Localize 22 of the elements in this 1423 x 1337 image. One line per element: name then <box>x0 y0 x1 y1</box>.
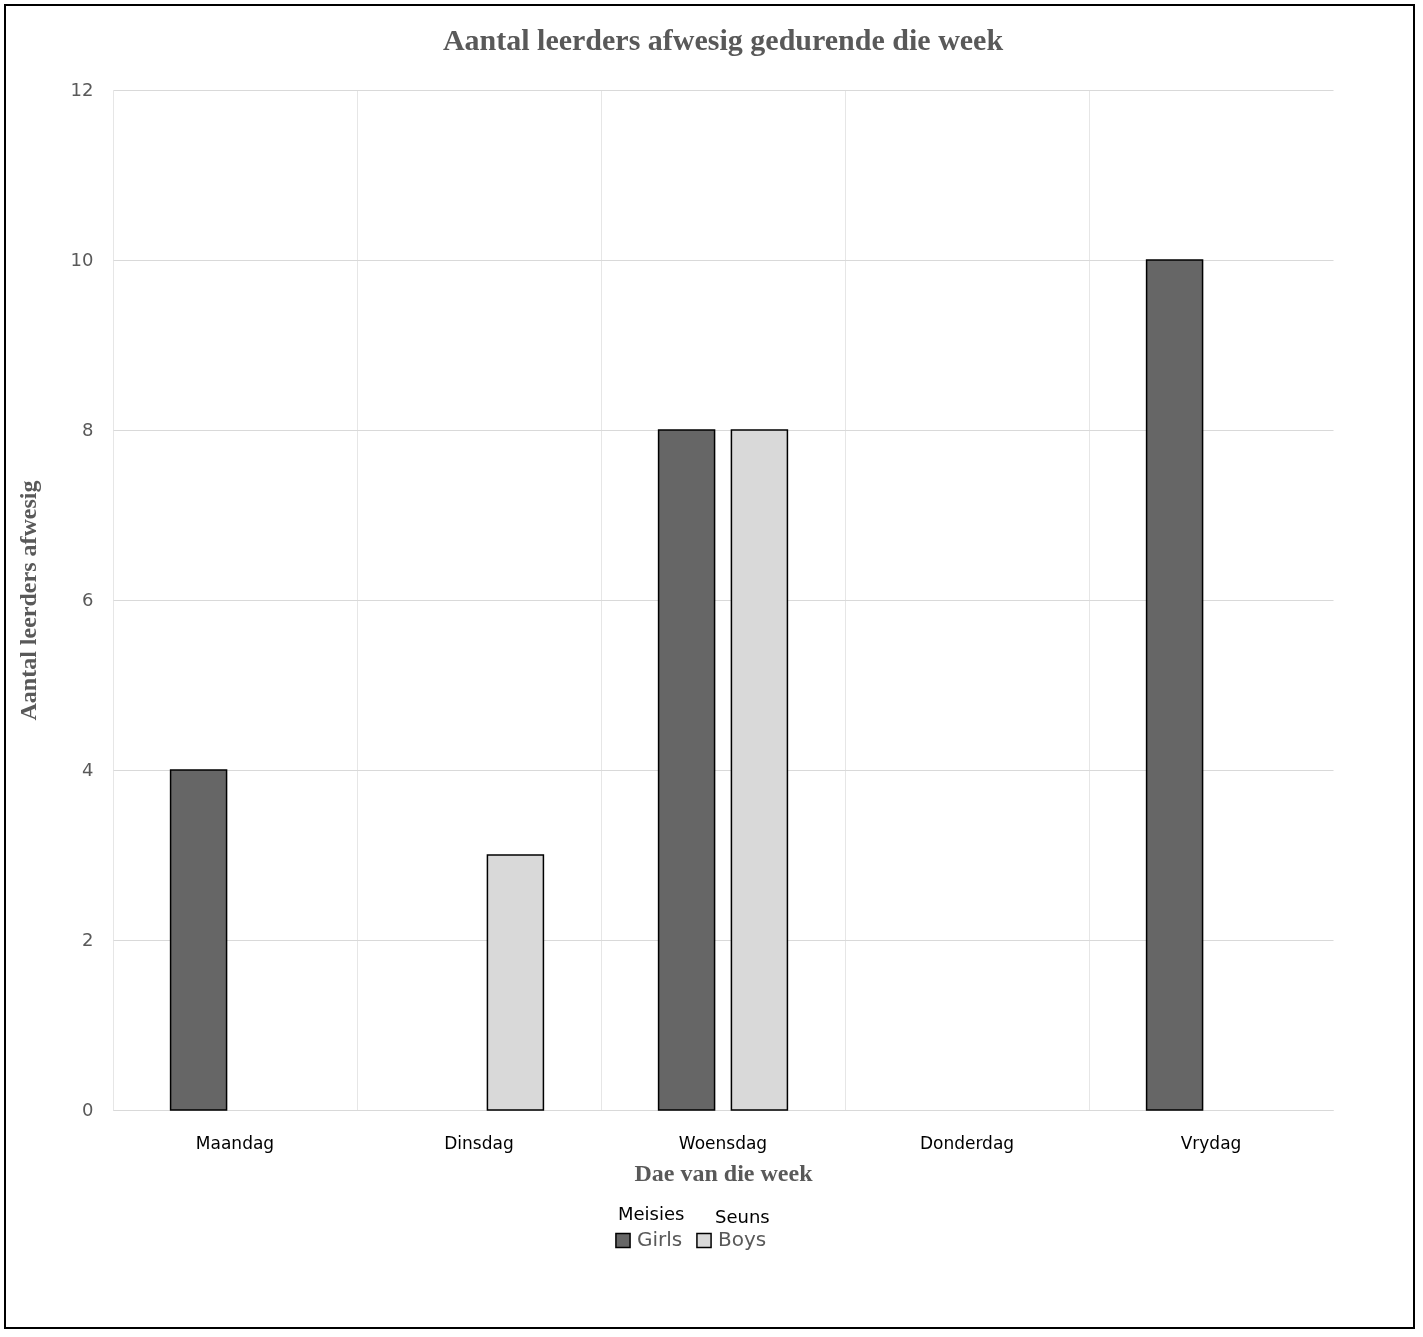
bar <box>169 769 228 1111</box>
chart-title: Aantal leerders afwesig gedurende die week <box>442 23 1004 56</box>
y-axis-title: Aantal leerders afwesig <box>14 480 41 721</box>
y-tick-label: 0 <box>82 1098 94 1120</box>
text: Seuns <box>715 1206 770 1227</box>
legend-label: Girls <box>637 1227 683 1252</box>
text: Meisies <box>618 1203 685 1224</box>
x-tick-label: Dinsdag <box>444 1132 514 1153</box>
y-tick-label: 8 <box>82 418 94 440</box>
y-tick-label: 10 <box>70 248 94 270</box>
bar <box>1145 259 1204 1111</box>
x-tick-label: Woensdag <box>678 1132 768 1153</box>
x-tick-label: Maandag <box>195 1132 275 1153</box>
x-tick-label: Donderdag <box>919 1132 1015 1153</box>
y-tick-label: 12 <box>70 78 94 100</box>
bar <box>657 429 716 1111</box>
y-tick-label: 6 <box>82 588 94 610</box>
legend-label: Boys <box>718 1227 767 1252</box>
x-axis-title: Dae van die week <box>634 1159 814 1186</box>
y-tick-label: 2 <box>82 928 94 950</box>
x-tick-label: Vrydag <box>1180 1132 1242 1153</box>
y-tick-label: 4 <box>82 758 94 780</box>
